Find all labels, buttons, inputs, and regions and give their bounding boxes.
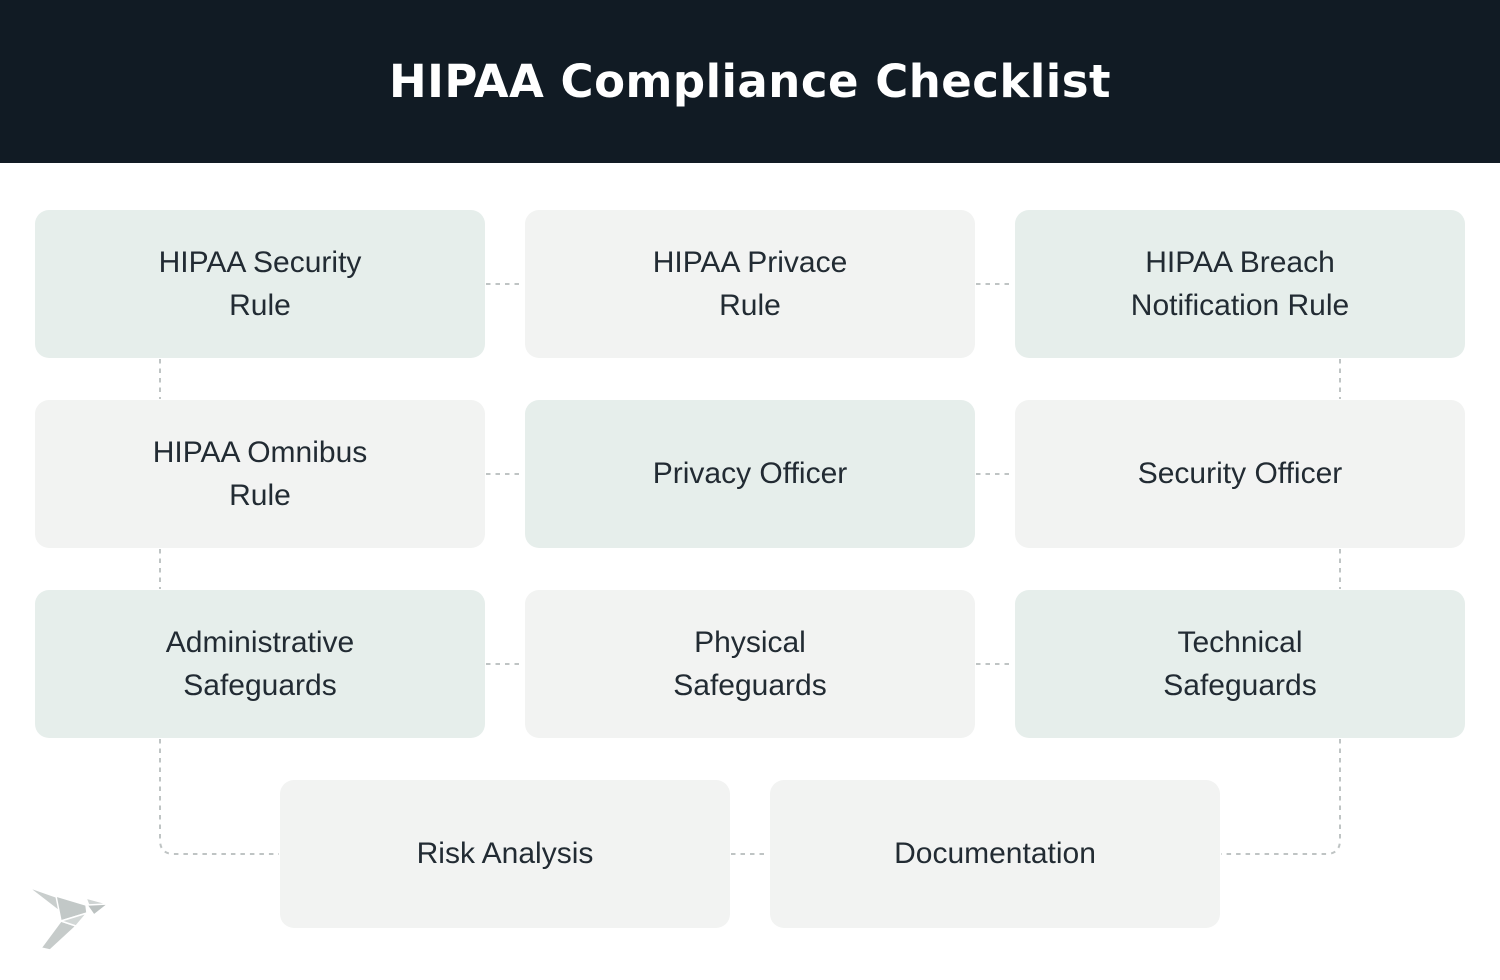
node-label-line: Administrative [165, 625, 355, 659]
node-label-line: Safeguards [673, 669, 827, 702]
page-title: HIPAA Compliance Checklist [388, 55, 1112, 108]
node-label-line: Notification Rule [1130, 289, 1350, 322]
node-hipaa-breach-notification-rule: HIPAA Breach Notification Rule [1015, 210, 1465, 358]
node-privacy-officer: Privacy Officer [525, 400, 975, 548]
connector-administrative-risk [159, 739, 279, 855]
node-label-line: Safeguards [1163, 669, 1317, 702]
node-label-line: Technical [1177, 625, 1303, 659]
node-physical-safeguards: Physical Safeguards [525, 590, 975, 738]
node-security-officer: Security Officer [1015, 400, 1465, 548]
node-label-line: HIPAA Security [158, 245, 362, 279]
node-hipaa-security-rule: HIPAA Security Rule [35, 210, 485, 358]
node-hipaa-privace-rule: HIPAA Privace Rule [525, 210, 975, 358]
node-label-line: Security Officer [1137, 457, 1343, 491]
node-label-line: HIPAA Privace [652, 245, 848, 279]
node-label-line: Rule [229, 289, 291, 322]
node-label-line: Documentation [894, 837, 1096, 871]
node-administrative-safeguards: Administrative Safeguards [35, 590, 485, 738]
node-label-line: Safeguards [183, 669, 337, 702]
node-label-line: Privacy Officer [652, 457, 848, 491]
node-label-line: HIPAA Breach [1145, 245, 1335, 279]
node-label-line: Physical [694, 625, 806, 659]
connector-technical-documentation [1221, 739, 1341, 855]
origami-bird-icon [27, 886, 109, 951]
node-hipaa-omnibus-rule: HIPAA Omnibus Rule [35, 400, 485, 548]
node-label-line: Risk Analysis [416, 837, 594, 871]
node-label-line: Rule [719, 289, 781, 322]
node-risk-analysis: Risk Analysis [280, 780, 730, 928]
node-label-line: Rule [229, 479, 291, 512]
node-technical-safeguards: Technical Safeguards [1015, 590, 1465, 738]
header-bar: HIPAA Compliance Checklist [0, 0, 1500, 163]
node-documentation: Documentation [770, 780, 1220, 928]
node-label-line: HIPAA Omnibus [152, 435, 368, 469]
